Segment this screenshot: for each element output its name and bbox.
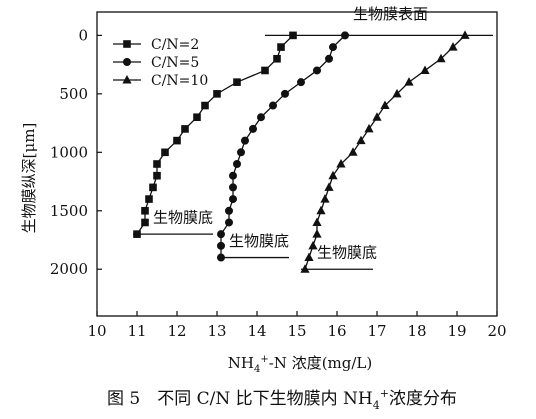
series-2-point-18 (308, 240, 318, 250)
series-1-point-18 (217, 241, 225, 250)
series-2-point-14 (320, 194, 330, 203)
series-0-point-8 (181, 125, 189, 133)
y-tick-label-1: 500 (59, 85, 88, 103)
y-tick-label-0: 0 (78, 26, 88, 44)
x-tick-label-3: 13 (207, 322, 226, 340)
series-1-point-10 (237, 148, 245, 157)
series-2-point-2 (436, 53, 446, 63)
series-2-point-19 (304, 252, 314, 262)
series-2-point-13 (324, 182, 334, 191)
series-0-point-6 (201, 101, 209, 110)
series-2-point-16 (312, 217, 322, 226)
series-1-point-9 (241, 136, 249, 145)
legend-marker-2 (122, 75, 132, 84)
x-tick-label-7: 17 (367, 322, 386, 340)
series-0-point-12 (153, 171, 161, 180)
annotation-label-3: 生物膜底 (317, 244, 377, 262)
figure-caption: 图 5 不同 C/N 比下生物膜内 NH4+浓度分布 (107, 387, 457, 412)
series-0-point-7 (193, 113, 201, 122)
y-tick-label-4: 2000 (50, 260, 88, 278)
series-2 (300, 30, 470, 273)
series-2-point-0 (460, 30, 470, 39)
plot-area (133, 30, 470, 273)
series-2-point-6 (380, 100, 390, 110)
legend: C/N=2 C/N=5 C/N=10 (113, 37, 208, 89)
series-2-point-10 (348, 147, 358, 156)
series-1-point-2 (325, 54, 333, 63)
series-1 (217, 31, 349, 262)
series-1-point-7 (257, 113, 265, 122)
series-0-point-13 (149, 183, 157, 192)
series-2-point-17 (312, 229, 322, 238)
series-0-point-14 (145, 195, 153, 203)
legend-marker-1 (123, 58, 131, 66)
series-1-point-11 (233, 160, 241, 168)
series-2-point-9 (356, 135, 366, 145)
legend-marker-0 (123, 40, 131, 48)
legend-label-2: C/N=10 (151, 73, 208, 89)
annotation-label-1: 生物膜底 (153, 208, 213, 226)
x-tick-label-1: 11 (127, 322, 146, 340)
series-1-point-15 (225, 206, 233, 215)
series-2-point-7 (372, 112, 382, 121)
series-0-point-5 (213, 90, 221, 98)
series-1-point-6 (269, 101, 277, 110)
x-tick-label-2: 12 (167, 322, 186, 340)
series-1-point-14 (229, 195, 237, 204)
series-0-point-11 (153, 160, 161, 168)
series-1-point-13 (229, 183, 237, 192)
series-1-point-4 (297, 78, 305, 87)
series-1-point-17 (217, 230, 225, 239)
y-tick-label-3: 1500 (50, 202, 88, 220)
series-1-point-12 (229, 171, 237, 180)
axes: 10 11 12 13 14 15 16 17 18 19 20 0 500 1000 1500 2000 (50, 11, 507, 340)
x-tick-label-9: 19 (447, 322, 466, 340)
series-0-point-4 (233, 78, 241, 86)
y-axis-label: 生物膜纵深[μm] (20, 123, 38, 234)
series-2-point-12 (328, 170, 338, 180)
series-0-point-16 (141, 218, 149, 227)
series-0-point-3 (261, 66, 269, 75)
series-1-point-3 (313, 66, 321, 75)
series-1-point-5 (281, 89, 289, 98)
series-line-2 (304, 34, 466, 270)
series-2-point-5 (392, 88, 402, 98)
series-0-point-1 (277, 43, 285, 51)
legend-label-0: C/N=2 (151, 37, 199, 53)
x-tick-label-5: 15 (287, 322, 306, 340)
series-2-point-15 (316, 205, 326, 215)
series-0-point-10 (161, 148, 169, 157)
series-2-point-1 (448, 42, 458, 51)
series-1-point-16 (225, 218, 233, 227)
series-2-point-4 (404, 77, 414, 86)
legend-label-1: C/N=5 (151, 55, 199, 71)
y-tick-label-2: 1000 (50, 143, 88, 161)
series-0-point-9 (173, 136, 181, 145)
series-1-point-8 (249, 124, 257, 133)
series-0-point-15 (141, 206, 149, 215)
series-0-point-2 (273, 54, 281, 63)
annotation-label-2: 生物膜底 (229, 232, 289, 250)
x-tick-label-6: 16 (327, 322, 346, 340)
series-2-point-11 (336, 159, 346, 168)
series-2-point-8 (364, 123, 374, 133)
series-2-point-20 (300, 264, 310, 273)
x-axis-label: NH4+-N 浓度(mg/L) (228, 354, 373, 375)
series-1-point-1 (329, 43, 337, 52)
series-line-1 (220, 34, 346, 258)
series-2-point-3 (420, 65, 430, 74)
x-tick-label-10: 20 (487, 322, 506, 340)
x-tick-label-4: 14 (247, 322, 266, 340)
x-tick-label-0: 10 (87, 322, 106, 340)
annotation-label-0: 生物膜表面 (353, 5, 428, 23)
x-tick-label-8: 18 (407, 322, 426, 340)
